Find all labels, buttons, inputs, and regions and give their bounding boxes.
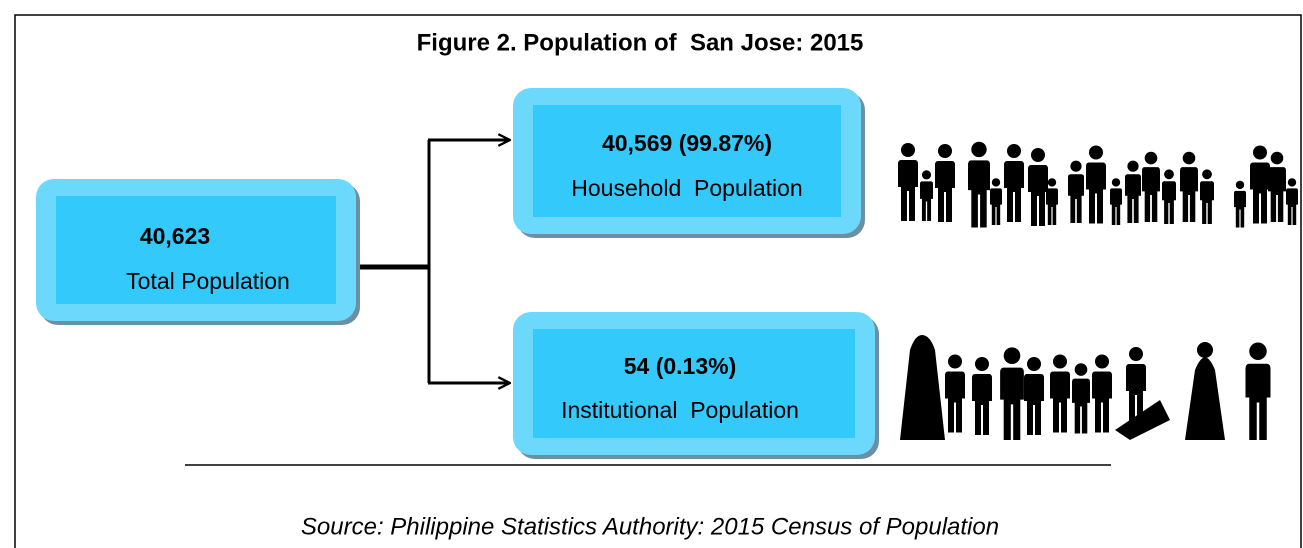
icon — [1068, 161, 1084, 223]
icon — [990, 178, 1002, 225]
node-value: 40,623 — [140, 223, 210, 249]
icon — [1234, 181, 1246, 228]
page: Figure 2. Population of San Jose: 2015 4… — [0, 0, 1303, 548]
icon — [1142, 152, 1160, 222]
node-label: Institutional Population — [561, 397, 799, 423]
icon-head — [1197, 342, 1213, 358]
node-value: 40,569 (99.87%) — [602, 130, 772, 156]
icon — [972, 357, 992, 435]
icon — [1200, 169, 1214, 224]
icon — [1024, 357, 1044, 435]
family-icons — [898, 142, 1298, 228]
icon — [1110, 178, 1122, 225]
institution-icons — [900, 335, 1271, 440]
icon-nun — [900, 335, 945, 440]
icon — [920, 170, 933, 221]
icon — [1250, 146, 1270, 224]
icon — [968, 142, 990, 228]
icon — [1162, 169, 1176, 224]
icon — [1004, 144, 1024, 222]
icon — [898, 143, 918, 221]
icon — [1180, 152, 1198, 222]
node-household: 40,569 (99.87%) Household Population — [513, 88, 865, 238]
icon — [945, 355, 965, 433]
icon — [1000, 347, 1024, 440]
diagram: Figure 2. Population of San Jose: 2015 4… — [0, 0, 1303, 548]
node-total: 40,623 Total Population — [36, 179, 360, 325]
node-label: Household Population — [571, 175, 802, 201]
node-institutional: 54 (0.13%) Institutional Population — [513, 312, 879, 459]
icon — [935, 144, 955, 222]
node-label: Total Population — [126, 268, 290, 294]
icon-priest — [1185, 358, 1225, 441]
icon — [1268, 152, 1286, 222]
icon — [1125, 161, 1141, 223]
icon — [1246, 343, 1271, 441]
connectors — [357, 140, 510, 383]
icon — [1092, 355, 1112, 433]
icon — [1086, 146, 1106, 224]
icon — [1286, 178, 1298, 225]
icon — [1028, 148, 1048, 226]
icon — [1072, 363, 1090, 433]
source: Source: Philippine Statistics Authority:… — [301, 513, 999, 540]
icon — [1050, 355, 1070, 433]
title: Figure 2. Population of San Jose: 2015 — [417, 29, 864, 56]
node-value: 54 (0.13%) — [624, 353, 737, 379]
